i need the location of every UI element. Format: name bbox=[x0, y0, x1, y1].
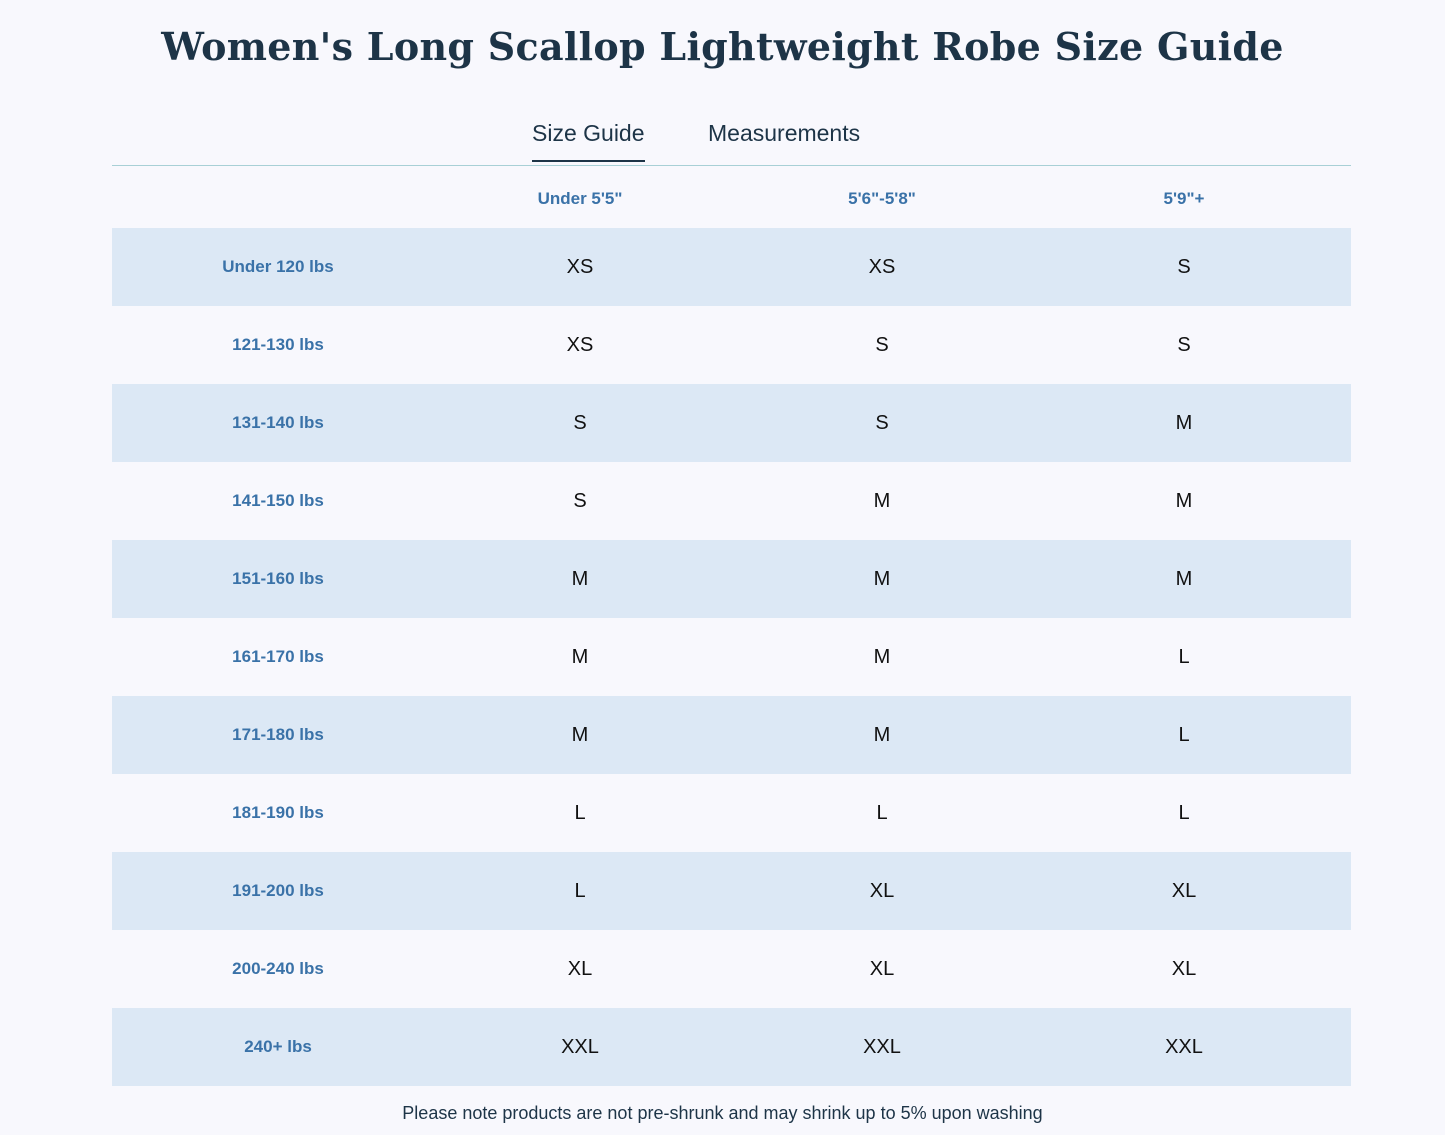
table-row: 200-240 lbs XL XL XL bbox=[112, 930, 1351, 1008]
size-cell: M bbox=[1175, 411, 1193, 434]
size-cell: L bbox=[1178, 645, 1190, 668]
size-cell: S bbox=[573, 489, 587, 512]
row-header-weight: 240+ lbs bbox=[244, 1037, 312, 1056]
size-cell: M bbox=[1175, 567, 1193, 590]
size-cell: XL bbox=[1171, 957, 1197, 980]
table-row: 181-190 lbs L L L bbox=[112, 774, 1351, 852]
size-cell: XXL bbox=[561, 1035, 599, 1058]
size-cell: S bbox=[1177, 333, 1191, 356]
column-header-5-6-to-5-8: 5'6"-5'8" bbox=[848, 189, 916, 208]
size-cell: M bbox=[873, 567, 891, 590]
tab-measurements[interactable]: Measurements bbox=[708, 120, 861, 146]
row-header-weight: 141-150 lbs bbox=[232, 491, 324, 510]
size-cell: XXL bbox=[1165, 1035, 1203, 1058]
row-header-weight: 121-130 lbs bbox=[232, 335, 324, 354]
row-header-weight: 200-240 lbs bbox=[232, 959, 324, 978]
tab-bar: Size Guide Measurements bbox=[112, 104, 1351, 166]
size-cell: M bbox=[1175, 489, 1193, 512]
size-cell: L bbox=[574, 879, 586, 902]
shrink-note: Please note products are not pre-shrunk … bbox=[402, 1103, 1043, 1123]
table-row: 141-150 lbs S M M bbox=[112, 462, 1351, 540]
size-cell: XS bbox=[566, 333, 594, 356]
size-cell: M bbox=[571, 567, 589, 590]
column-header-under-5-5: Under 5'5" bbox=[537, 189, 623, 208]
size-cell: L bbox=[574, 801, 586, 824]
tab-size-guide[interactable]: Size Guide bbox=[532, 120, 645, 162]
table-row: 240+ lbs XXL XXL XXL bbox=[112, 1008, 1351, 1086]
row-header-weight: 161-170 lbs bbox=[232, 647, 324, 666]
size-cell: XS bbox=[868, 255, 896, 278]
size-cell: XL bbox=[567, 957, 593, 980]
size-cell: L bbox=[1178, 801, 1190, 824]
size-cell: M bbox=[571, 645, 589, 668]
row-header-weight: 171-180 lbs bbox=[232, 725, 324, 744]
size-cell: XS bbox=[566, 255, 594, 278]
size-cell: L bbox=[876, 801, 888, 824]
size-cell: XL bbox=[869, 957, 895, 980]
row-header-weight: Under 120 lbs bbox=[222, 257, 334, 276]
size-cell: S bbox=[875, 333, 889, 356]
size-cell: M bbox=[873, 489, 891, 512]
table-row: 161-170 lbs M M L bbox=[112, 618, 1351, 696]
size-cell: S bbox=[573, 411, 587, 434]
size-cell: L bbox=[1178, 723, 1190, 746]
table-header-row: Under 5'5" 5'6"-5'8" 5'9"+ bbox=[112, 166, 1351, 228]
table-row: 151-160 lbs M M M bbox=[112, 540, 1351, 618]
row-header-weight: 191-200 lbs bbox=[232, 881, 324, 900]
row-header-weight: 131-140 lbs bbox=[232, 413, 324, 432]
table-row: 131-140 lbs S S M bbox=[112, 384, 1351, 462]
table-row: 171-180 lbs M M L bbox=[112, 696, 1351, 774]
size-cell: XL bbox=[869, 879, 895, 902]
page-title: Women's Long Scallop Lightweight Robe Si… bbox=[161, 24, 1284, 69]
table-row: 121-130 lbs XS S S bbox=[112, 306, 1351, 384]
table-body: Under 120 lbs XS XS S 121-130 lbs XS S S 131-140… bbox=[112, 228, 1351, 1086]
size-cell: M bbox=[873, 723, 891, 746]
row-header-weight: 151-160 lbs bbox=[232, 569, 324, 588]
row-header-weight: 181-190 lbs bbox=[232, 803, 324, 822]
size-cell: M bbox=[571, 723, 589, 746]
size-cell: XXL bbox=[863, 1035, 901, 1058]
table-row: Under 120 lbs XS XS S bbox=[112, 228, 1351, 306]
size-cell: S bbox=[875, 411, 889, 434]
column-header-5-9-plus: 5'9"+ bbox=[1163, 189, 1205, 208]
size-cell: S bbox=[1177, 255, 1191, 278]
size-cell: M bbox=[873, 645, 891, 668]
table-row: 191-200 lbs L XL XL bbox=[112, 852, 1351, 930]
size-cell: XL bbox=[1171, 879, 1197, 902]
size-guide-table: Under 5'5" 5'6"-5'8" 5'9"+ Under 120 lbs… bbox=[112, 166, 1351, 1086]
